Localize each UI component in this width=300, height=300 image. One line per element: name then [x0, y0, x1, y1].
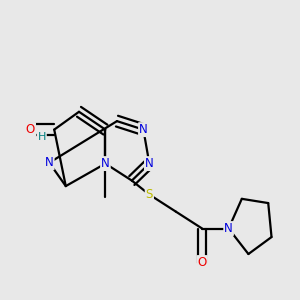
- Text: N: N: [45, 156, 54, 169]
- Text: N: N: [101, 157, 110, 170]
- Text: N: N: [139, 123, 148, 136]
- Text: S: S: [146, 188, 153, 201]
- Text: H: H: [38, 132, 46, 142]
- Text: N: N: [224, 222, 233, 235]
- Text: O: O: [198, 256, 207, 269]
- Text: O: O: [26, 123, 35, 136]
- Text: N: N: [145, 157, 154, 170]
